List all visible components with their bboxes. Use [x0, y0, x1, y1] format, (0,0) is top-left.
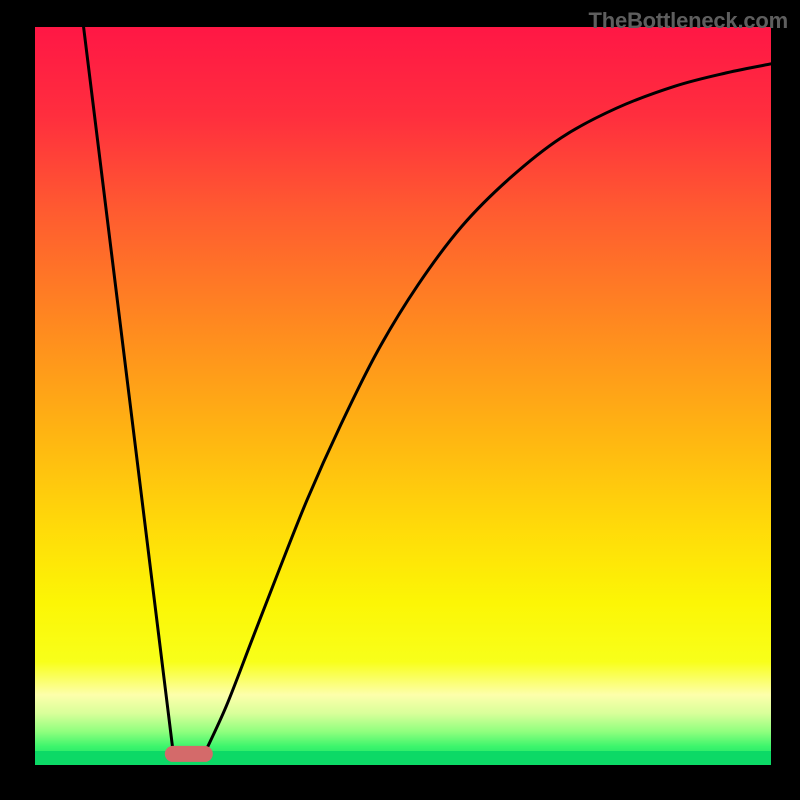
bottleneck-chart [0, 0, 800, 800]
watermark-text: TheBottleneck.com [588, 8, 788, 34]
chart-container: TheBottleneck.com [0, 0, 800, 800]
chart-gradient-bg [35, 27, 771, 765]
chart-bottom-strip [35, 751, 771, 765]
optimum-marker [165, 746, 213, 762]
